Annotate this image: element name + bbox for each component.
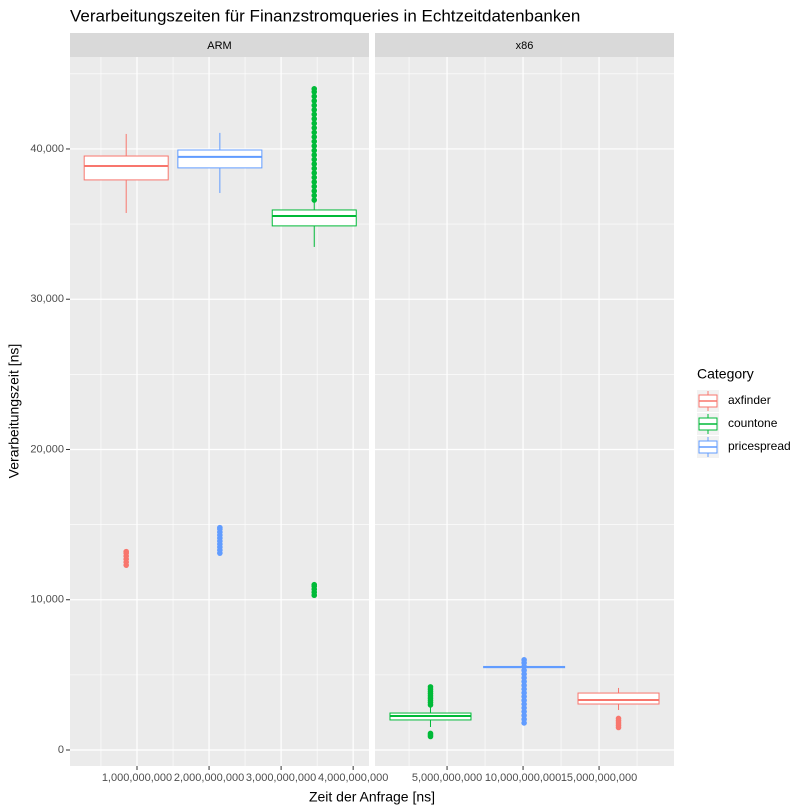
outlier (311, 102, 318, 109)
outlier (311, 170, 318, 176)
outlier (311, 138, 318, 145)
legend-label: axfinder (728, 393, 771, 407)
y-tick-label: 20,000 (30, 443, 64, 455)
strip (70, 33, 369, 57)
outlier (311, 147, 318, 154)
x-axis-label: Zeit der Anfrage [ns] (309, 789, 435, 805)
outlier (311, 86, 318, 92)
outlier (311, 134, 318, 140)
outlier (311, 107, 318, 113)
outlier (427, 730, 434, 737)
outlier (427, 684, 434, 690)
outlier (311, 125, 318, 131)
strip (375, 33, 674, 57)
outlier (311, 581, 318, 588)
x-tick-label: 10,000,000,000 (485, 772, 561, 784)
outlier (311, 120, 318, 127)
outlier (311, 197, 318, 203)
strip-label: x86 (516, 40, 534, 52)
outlier (311, 143, 318, 149)
strip-label: ARM (207, 40, 231, 52)
x-tick-label: 3,000,000,000 (246, 772, 316, 784)
y-tick-label: 30,000 (30, 293, 64, 305)
outlier (311, 192, 318, 199)
x-tick-label: 4,000,000,000 (318, 772, 388, 784)
x-tick-label: 5,000,000,000 (412, 772, 482, 784)
x-tick-label: 15,000,000,000 (561, 772, 637, 784)
box (271, 209, 357, 227)
outlier (217, 524, 223, 531)
legend-title: Category (697, 366, 754, 382)
panel-background (375, 57, 674, 766)
outlier (311, 111, 318, 118)
outlier (311, 116, 318, 122)
y-axis-label: Verarbeitungszeit [ns] (6, 344, 22, 479)
outlier (311, 93, 318, 100)
outlier (311, 183, 318, 190)
outlier (311, 152, 318, 158)
y-tick-label: 10,000 (30, 594, 64, 606)
box (177, 149, 263, 169)
chart-title: Verarbeitungszeiten für Finanzstromqueri… (70, 6, 580, 25)
outlier (311, 161, 318, 167)
outlier (615, 715, 622, 722)
box (577, 692, 660, 705)
outlier (311, 129, 318, 136)
outlier (311, 165, 318, 172)
y-tick-label: 0 (58, 744, 64, 756)
outlier (123, 548, 129, 555)
outlier (311, 98, 318, 104)
outlier (311, 174, 318, 181)
x-tick-label: 2,000,000,000 (174, 772, 244, 784)
outlier (311, 188, 318, 194)
outlier (311, 156, 318, 163)
y-tick-label: 40,000 (30, 143, 64, 155)
outlier (311, 179, 318, 185)
outlier (521, 657, 527, 663)
legend-label: pricespread (728, 439, 791, 453)
x-tick-label: 1,000,000,000 (102, 772, 172, 784)
legend-label: countone (728, 416, 778, 430)
box (83, 155, 169, 181)
